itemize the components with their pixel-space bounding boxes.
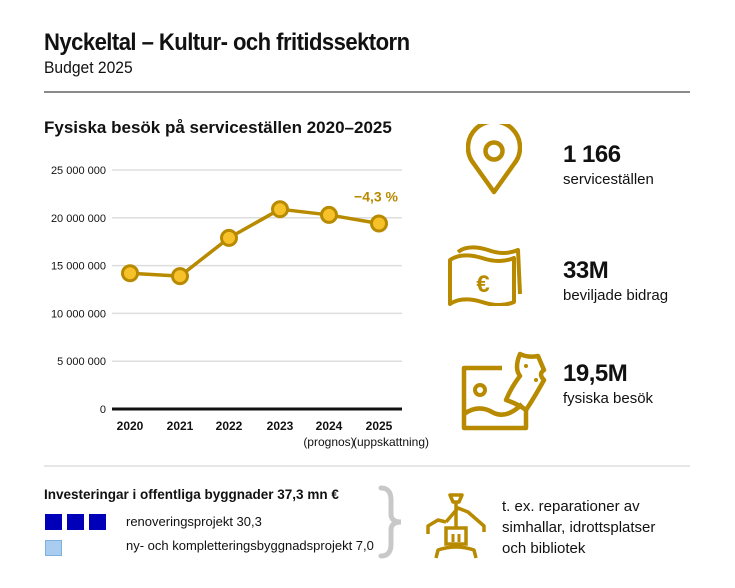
chart-title: Fysiska besök på serviceställen 2020–202… (44, 118, 392, 137)
page-title: Nyckeltal – Kultur- och fritidssektorn (44, 29, 410, 56)
line-chart: 0 5 000 000 10 000 000 15 000 000 20 000 000… (51, 165, 429, 449)
svg-text:€: € (476, 271, 489, 298)
stat-label: serviceställen (563, 171, 654, 188)
stat-label: fysiska besök (563, 390, 654, 407)
y-tick-label: 0 (100, 404, 106, 416)
y-tick-label: 25 000 000 (51, 165, 106, 177)
construction-icon (426, 493, 486, 559)
stat-label: beviljade bidrag (563, 287, 669, 304)
brace-icon (378, 485, 402, 559)
legend-square-renovation (89, 514, 106, 530)
euro-banknote-icon: € (448, 245, 522, 306)
data-point (320, 205, 338, 224)
x-tick-label: 2024 (316, 419, 343, 433)
legend-square-renovation (67, 514, 84, 530)
section-divider (44, 465, 690, 467)
x-tick-sublabel: (prognos) (303, 435, 354, 449)
description-line: och bibliotek (502, 540, 586, 557)
stat-value: 19,5M (563, 360, 628, 387)
data-point (220, 228, 238, 247)
x-tick-label: 2023 (267, 419, 294, 433)
description-line: t. ex. reparationer av (502, 498, 640, 515)
x-tick-label: 2025 (366, 419, 393, 433)
x-tick-label: 2021 (167, 419, 194, 433)
legend-square-renovation (45, 514, 62, 530)
page-subtitle: Budget 2025 (44, 58, 133, 77)
data-point (121, 264, 139, 283)
header-divider (44, 91, 690, 93)
y-tick-label: 20 000 000 (51, 213, 106, 225)
legend-label-new-build: ny- och kompletteringsbyggnadsprojekt 7,… (126, 538, 374, 553)
legend-square-new-build (45, 540, 62, 556)
x-tick-label: 2020 (117, 419, 144, 433)
y-tick-label: 10 000 000 (51, 308, 106, 320)
description-line: simhallar, idrottsplatser (502, 519, 656, 536)
y-tick-label: 5 000 000 (57, 356, 106, 368)
stat-visits: 19,5M fysiska besök (563, 360, 653, 407)
stat-grants: 33M beviljade bidrag (563, 257, 668, 304)
investments-description: t. ex. reparationer av simhallar, idrott… (502, 496, 655, 559)
x-tick-label: 2022 (216, 419, 243, 433)
stat-value: 33M (563, 257, 609, 284)
change-annotation: −4,3 % (354, 189, 399, 205)
stat-service-points: 1 166 serviceställen (563, 141, 654, 188)
x-tick-sublabel: (uppskattning) (353, 435, 429, 449)
legend-label-renovation: renoveringsprojekt 30,3 (126, 514, 262, 529)
map-pin-icon (466, 124, 522, 195)
ticket-icon (461, 351, 547, 431)
data-point (271, 200, 289, 219)
data-point (370, 214, 388, 233)
stat-value: 1 166 (563, 141, 621, 168)
data-point (171, 267, 189, 286)
investments-title: Investeringar i offentliga byggnader 37,… (44, 487, 339, 502)
y-tick-label: 15 000 000 (51, 261, 106, 273)
